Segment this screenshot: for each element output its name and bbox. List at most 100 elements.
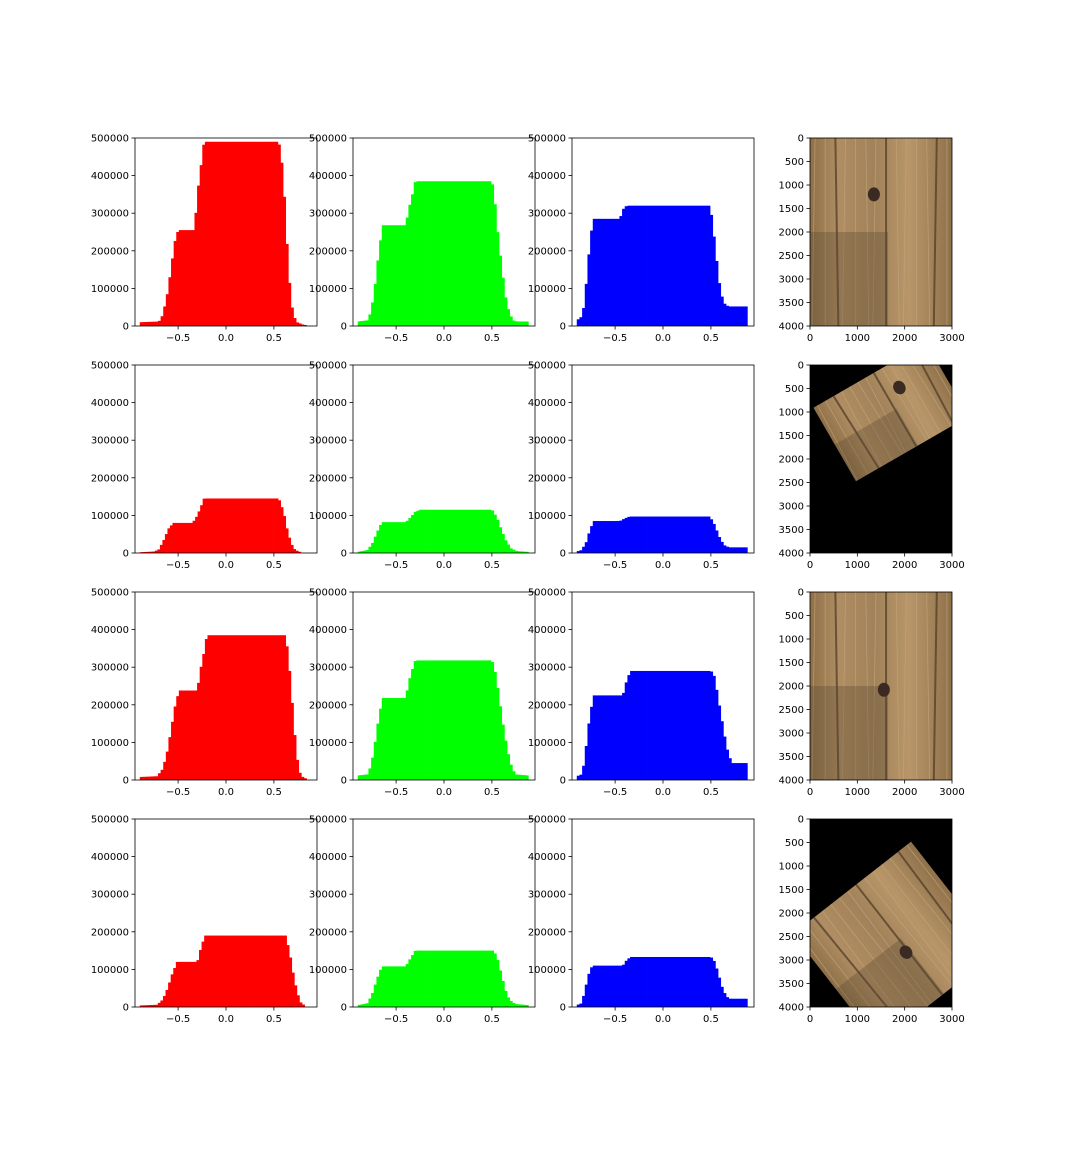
blue-bar — [704, 670, 708, 780]
red-bar — [169, 525, 173, 553]
wood-grain — [842, 592, 846, 780]
blue-bar — [643, 670, 647, 780]
blue-bar — [688, 670, 692, 780]
green-bar — [357, 775, 361, 780]
x-tick-label: 2000 — [892, 787, 917, 798]
green-bar — [506, 997, 511, 1007]
y-tick-label: 4000 — [779, 776, 804, 787]
blue-bar — [710, 957, 714, 1007]
red-bar — [258, 935, 262, 1007]
y-tick-label: 300000 — [91, 436, 129, 447]
y-tick-label: 300000 — [528, 663, 566, 674]
blue-bar — [664, 956, 668, 1007]
blue-bar — [635, 670, 639, 780]
red-bar — [142, 1005, 146, 1007]
blue-bar — [587, 254, 591, 326]
blue-bar — [651, 205, 655, 326]
green-bar — [480, 181, 484, 326]
green-bar — [371, 757, 375, 780]
y-tick-label: 100000 — [91, 511, 129, 522]
blue-bar — [643, 205, 647, 326]
wood-grain — [872, 592, 877, 780]
green-bar — [427, 509, 431, 553]
red-histogram-rotated: −0.5 0.0 0.5 0 100000 200000 300000 400000 50000… — [91, 361, 318, 571]
green-bar — [514, 550, 519, 553]
red-bar — [160, 316, 164, 326]
y-tick-label: 0 — [341, 549, 347, 560]
x-tick-label: 0.5 — [484, 560, 500, 571]
x-tick-label: −0.5 — [166, 560, 190, 571]
blue-bar — [598, 695, 602, 780]
blue-bar — [648, 670, 652, 780]
red-bar — [303, 778, 307, 780]
red-bar — [199, 666, 203, 780]
blue-bar — [733, 998, 738, 1007]
green-bar — [373, 741, 377, 780]
wood-knot — [877, 682, 890, 697]
red-bar — [247, 935, 251, 1007]
green-bar — [363, 1003, 367, 1007]
green-bar — [493, 671, 497, 780]
blue-bar — [704, 205, 708, 326]
x-tick-label: 0.0 — [218, 1014, 234, 1025]
red-bar — [186, 961, 190, 1007]
blue-bar — [656, 956, 660, 1007]
red-bar — [230, 498, 234, 553]
red-bar — [219, 935, 223, 1007]
red-bar — [204, 141, 208, 326]
green-bar — [392, 966, 396, 1007]
green-bar — [384, 698, 388, 780]
green-bar — [506, 544, 511, 553]
red-bar — [242, 498, 246, 553]
green-bar — [365, 320, 369, 326]
red-bar — [293, 318, 297, 326]
red-bar — [186, 690, 190, 780]
green-bar — [485, 181, 489, 326]
y-tick-label: 400000 — [528, 625, 566, 636]
blue-bar — [707, 670, 711, 780]
green-bar — [443, 509, 447, 553]
x-tick-label: 3000 — [939, 787, 964, 798]
blue-bar — [600, 218, 604, 326]
blue-bar — [672, 205, 676, 326]
blue-bar — [587, 973, 591, 1007]
green-bar — [477, 181, 481, 326]
red-bar — [178, 961, 182, 1007]
green-bar — [373, 536, 377, 553]
x-tick-label: 0.5 — [266, 333, 282, 344]
wood-grain — [810, 923, 892, 1007]
green-bar — [498, 970, 503, 1007]
blue-bar — [616, 965, 620, 1007]
x-tick-label: −0.5 — [384, 333, 408, 344]
red-bar — [272, 635, 276, 780]
y-tick-label: 100000 — [528, 965, 566, 976]
red-bar — [204, 639, 208, 780]
blue-bar — [656, 670, 660, 780]
green-bar — [522, 1004, 527, 1007]
green-histogram-rotated-large: −0.5 0.0 0.5 0 100000 200000 300000 400000 50000… — [309, 815, 536, 1025]
green-bar — [411, 669, 415, 780]
green-bar — [368, 998, 372, 1007]
y-tick-label: 0 — [123, 1003, 129, 1014]
red-bar — [293, 735, 297, 780]
y-tick-label: 1500 — [779, 885, 804, 896]
blue-bar — [667, 956, 671, 1007]
red-bar — [298, 323, 302, 326]
red-bar — [233, 141, 237, 326]
red-bar — [165, 751, 169, 780]
red-bar — [246, 141, 250, 326]
wood-grain — [813, 916, 904, 1007]
red-bar — [180, 961, 184, 1007]
green-bar — [416, 950, 420, 1007]
red-bar — [186, 230, 190, 326]
wood-grain — [926, 592, 931, 780]
green-bar — [411, 194, 415, 326]
green-bar — [525, 1005, 529, 1007]
blue-bar — [598, 965, 602, 1007]
wood-grain — [889, 857, 952, 967]
red-bar — [223, 141, 227, 326]
blue-bar — [667, 516, 671, 553]
y-tick-label: 2000 — [779, 228, 804, 239]
green-bar — [488, 660, 492, 780]
red-bar — [271, 935, 275, 1007]
